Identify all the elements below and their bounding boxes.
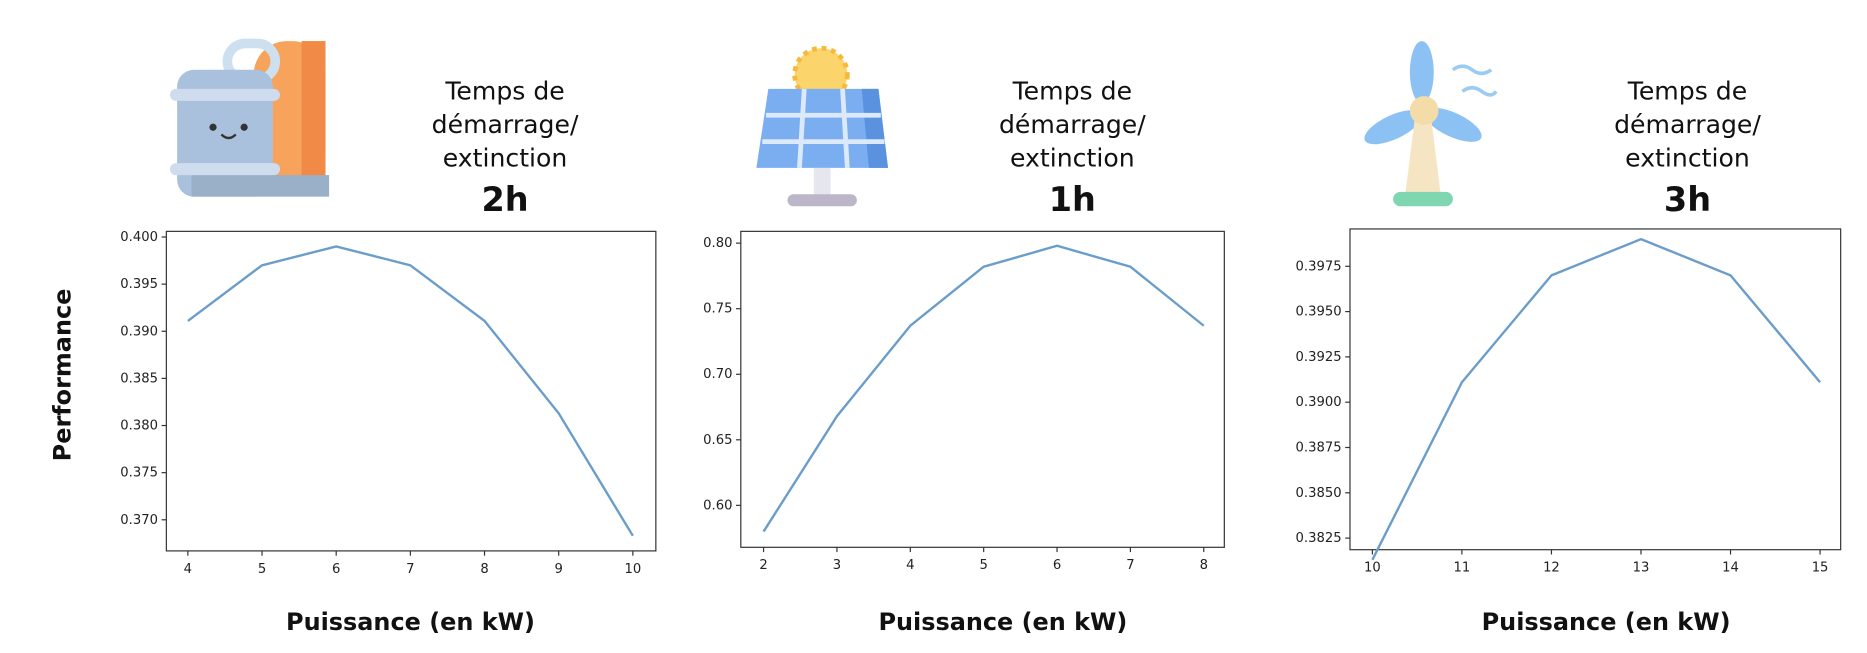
x-tick-label: 13 <box>1633 561 1650 576</box>
x-tick-label: 5 <box>979 558 987 573</box>
x-axis-label: Puissance (en kW) <box>286 608 535 636</box>
plot-frame <box>165 230 657 552</box>
chart-title: 2h <box>481 180 528 219</box>
x-tick-label: 6 <box>332 562 340 577</box>
chart-title: 1h <box>1049 180 1096 219</box>
y-tick-label: 0.3950 <box>1296 305 1342 320</box>
y-tick-label: 0.80 <box>703 236 732 251</box>
y-tick-label: 0.3925 <box>1296 350 1342 365</box>
x-tick-label: 4 <box>906 558 914 573</box>
subtitle-line: démarrage/ <box>999 110 1146 139</box>
y-tick-label: 0.400 <box>120 230 158 245</box>
x-tick-label: 8 <box>1200 558 1208 573</box>
x-tick-label: 9 <box>554 562 562 577</box>
y-tick-label: 0.60 <box>703 498 732 513</box>
x-axis-label: Puissance (en kW) <box>1482 608 1731 636</box>
x-tick-label: 6 <box>1053 558 1061 573</box>
chart-title: 3h <box>1664 180 1711 219</box>
x-tick-label: 15 <box>1812 561 1829 576</box>
data-line <box>1371 237 1821 561</box>
x-tick-label: 11 <box>1454 561 1471 576</box>
plot-frame <box>740 230 1225 548</box>
y-tick-label: 0.75 <box>703 302 732 317</box>
y-tick-label: 0.380 <box>120 419 158 434</box>
y-tick-label: 0.3850 <box>1296 486 1342 501</box>
y-tick-label: 0.390 <box>120 324 158 339</box>
x-tick-label: 2 <box>759 558 767 573</box>
x-tick-label: 4 <box>184 562 192 577</box>
subtitle-line: Temps de <box>1012 77 1132 106</box>
x-tick-label: 12 <box>1543 561 1560 576</box>
subtitle-line: extinction <box>1625 144 1750 173</box>
x-tick-label: 3 <box>833 558 841 573</box>
y-tick-label: 0.370 <box>120 513 158 528</box>
x-tick-label: 8 <box>480 562 488 577</box>
subtitle-line: démarrage/ <box>432 110 579 139</box>
y-tick-label: 0.395 <box>120 277 158 292</box>
y-axis-label: Performance <box>49 289 77 462</box>
x-axis-label: Puissance (en kW) <box>878 608 1127 636</box>
icon-wind-turbine <box>1364 41 1498 207</box>
icon-solar <box>756 45 889 207</box>
x-tick-label: 7 <box>406 562 414 577</box>
y-tick-label: 0.3975 <box>1296 259 1342 274</box>
subtitle-line: Temps de <box>444 77 564 106</box>
icon-battery <box>169 38 330 197</box>
subtitle-line: Temps de <box>1627 77 1747 106</box>
y-tick-label: 0.3900 <box>1296 395 1342 410</box>
y-tick-label: 0.385 <box>120 371 158 386</box>
x-tick-label: 14 <box>1722 561 1739 576</box>
plot-frame <box>1349 228 1842 551</box>
y-tick-label: 0.65 <box>703 433 732 448</box>
data-line <box>187 245 634 537</box>
y-tick-label: 0.375 <box>120 466 158 481</box>
subtitle-line: extinction <box>1010 144 1135 173</box>
x-tick-label: 10 <box>1364 561 1381 576</box>
y-tick-label: 0.3825 <box>1296 531 1342 546</box>
data-line <box>762 244 1205 533</box>
x-tick-label: 10 <box>624 562 641 577</box>
x-tick-label: 5 <box>258 562 266 577</box>
y-tick-label: 0.3875 <box>1296 441 1342 456</box>
y-tick-label: 0.70 <box>703 367 732 382</box>
subtitle-line: démarrage/ <box>1614 110 1761 139</box>
x-tick-label: 7 <box>1126 558 1134 573</box>
subtitle-line: extinction <box>443 144 568 173</box>
